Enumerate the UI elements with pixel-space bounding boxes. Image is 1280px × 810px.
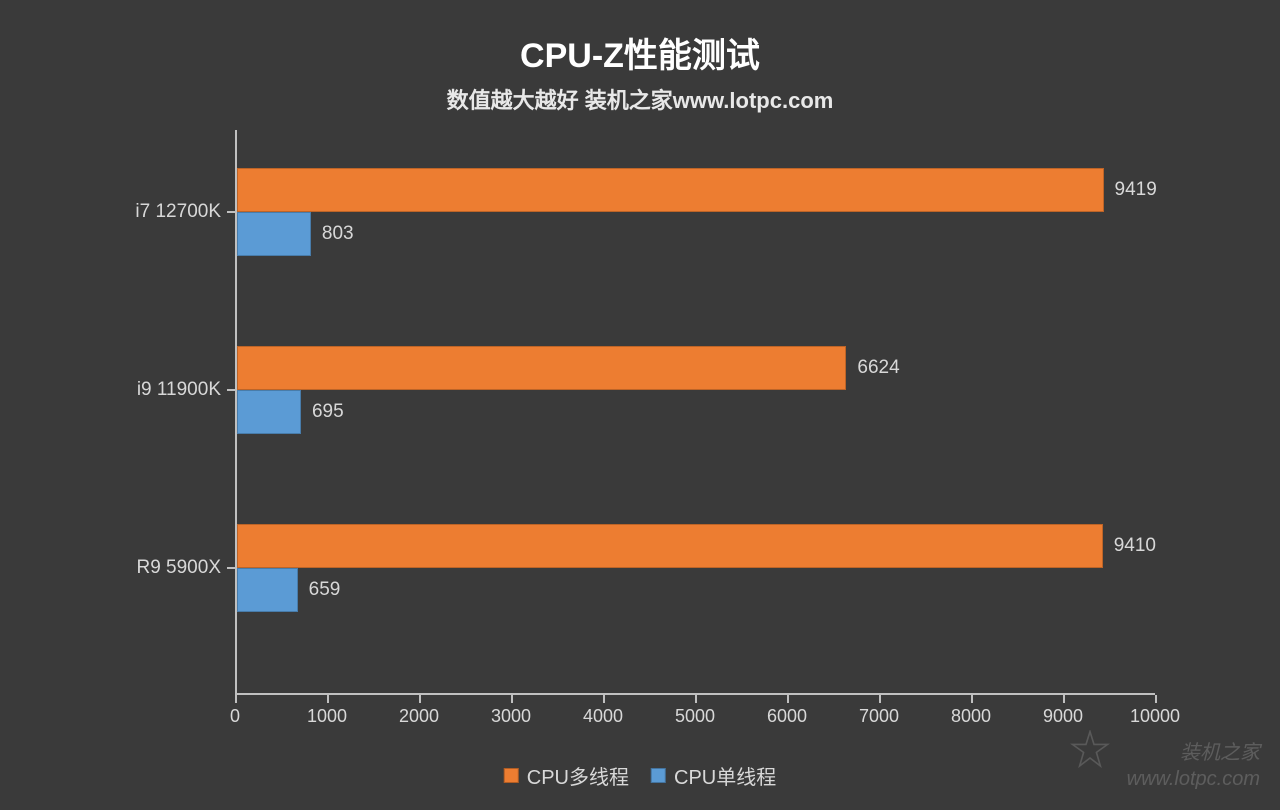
x-tick-label: 7000 (859, 706, 899, 727)
x-tick-mark (1063, 695, 1065, 703)
x-tick-mark (787, 695, 789, 703)
watermark-text: 装机之家 www.lotpc.com (1127, 740, 1260, 792)
chart-title: CPU-Z性能测试 (0, 0, 1280, 77)
x-tick-label: 0 (230, 706, 240, 727)
bar: 803 (237, 212, 311, 256)
bar: 695 (237, 390, 301, 434)
bar-value-label: 6624 (857, 357, 899, 379)
bar-value-label: 695 (312, 401, 344, 423)
watermark-line1: 装机之家 (1127, 740, 1260, 766)
chart-subtitle: 数值越大越好 装机之家www.lotpc.com (0, 83, 1280, 115)
x-tick-mark (327, 695, 329, 703)
category-label: R9 5900X (136, 557, 221, 579)
legend-label: CPU单线程 (674, 761, 776, 790)
chart-plot-area: 0100020003000400050006000700080009000100… (235, 130, 1155, 695)
x-tick-mark (695, 695, 697, 703)
watermark-line2: www.lotpc.com (1127, 766, 1260, 792)
bar: 9410 (237, 524, 1103, 568)
x-tick-label: 8000 (951, 706, 991, 727)
bar: 659 (237, 568, 298, 612)
y-tick-mark (227, 211, 235, 213)
x-tick-label: 4000 (583, 706, 623, 727)
bar-value-label: 659 (309, 579, 341, 601)
x-tick-mark (419, 695, 421, 703)
x-tick-mark (235, 695, 237, 703)
x-tick-label: 6000 (767, 706, 807, 727)
x-tick-mark (603, 695, 605, 703)
legend: CPU多线程 CPU单线程 (504, 761, 776, 790)
x-tick-label: 9000 (1043, 706, 1083, 727)
legend-swatch (651, 768, 666, 783)
x-tick-label: 3000 (491, 706, 531, 727)
x-tick-mark (879, 695, 881, 703)
x-tick-label: 2000 (399, 706, 439, 727)
bar-value-label: 9419 (1115, 179, 1157, 201)
legend-item: CPU单线程 (651, 761, 776, 790)
x-tick-mark (1155, 695, 1157, 703)
y-tick-mark (227, 389, 235, 391)
x-tick-label: 10000 (1130, 706, 1180, 727)
bar-value-label: 803 (322, 223, 354, 245)
x-tick-label: 5000 (675, 706, 715, 727)
bar-value-label: 9410 (1114, 535, 1156, 557)
x-tick-mark (971, 695, 973, 703)
y-tick-mark (227, 567, 235, 569)
legend-swatch (504, 768, 519, 783)
x-tick-label: 1000 (307, 706, 347, 727)
bar: 6624 (237, 346, 846, 390)
watermark-star-icon (1070, 730, 1110, 770)
bar: 9419 (237, 168, 1104, 212)
x-tick-mark (511, 695, 513, 703)
category-label: i9 11900K (137, 379, 221, 401)
legend-label: CPU多线程 (527, 761, 629, 790)
category-label: i7 12700K (135, 201, 221, 223)
legend-item: CPU多线程 (504, 761, 629, 790)
